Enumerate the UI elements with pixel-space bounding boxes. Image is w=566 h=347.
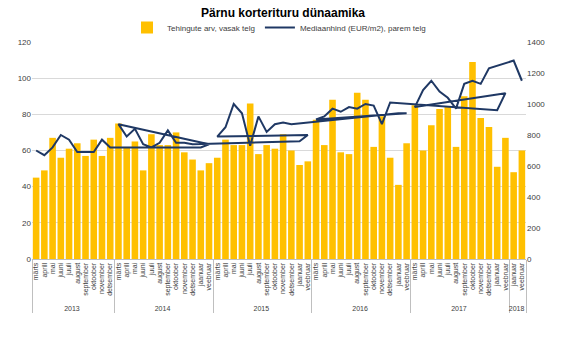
svg-text:august: august xyxy=(255,263,263,284)
svg-text:august: august xyxy=(156,263,164,284)
svg-text:2016: 2016 xyxy=(352,305,368,312)
svg-text:1000: 1000 xyxy=(527,100,545,109)
svg-text:detsember: detsember xyxy=(485,262,492,296)
svg-text:600: 600 xyxy=(527,162,541,171)
svg-text:120: 120 xyxy=(18,38,32,47)
svg-text:2015: 2015 xyxy=(254,305,270,312)
svg-text:september: september xyxy=(263,262,271,296)
svg-text:mai: mai xyxy=(329,262,336,274)
svg-text:1400: 1400 xyxy=(527,38,545,47)
svg-text:juuli: juuli xyxy=(345,262,353,276)
svg-text:jaanuar: jaanuar xyxy=(296,262,304,287)
svg-text:Tehingute arv, vasak telg: Tehingute arv, vasak telg xyxy=(167,24,255,33)
svg-text:jaanuar: jaanuar xyxy=(510,262,518,287)
svg-text:november: november xyxy=(279,262,286,294)
svg-text:200: 200 xyxy=(527,224,541,233)
svg-text:aprill: aprill xyxy=(123,262,131,277)
svg-text:800: 800 xyxy=(527,131,541,140)
svg-text:aprill: aprill xyxy=(419,262,427,277)
svg-text:Pärnu korterituru dünaamika: Pärnu korterituru dünaamika xyxy=(201,6,365,20)
svg-text:aprill: aprill xyxy=(321,262,329,277)
svg-text:november: november xyxy=(477,262,484,294)
svg-text:september: september xyxy=(461,262,469,296)
svg-text:jaanuar: jaanuar xyxy=(395,262,403,287)
svg-text:juuli: juuli xyxy=(246,262,254,276)
svg-text:märts: märts xyxy=(214,262,221,280)
svg-text:mai: mai xyxy=(49,262,56,274)
svg-text:60: 60 xyxy=(22,146,31,155)
svg-text:märts: märts xyxy=(32,262,39,280)
svg-text:jaanuar: jaanuar xyxy=(197,262,205,287)
svg-text:100: 100 xyxy=(18,74,32,83)
svg-text:2017: 2017 xyxy=(451,305,467,312)
svg-text:mai: mai xyxy=(230,262,237,274)
svg-text:juuli: juuli xyxy=(148,262,156,276)
svg-text:juuni: juuni xyxy=(139,262,147,278)
svg-text:juuni: juuni xyxy=(436,262,444,278)
svg-text:Mediaanhind (EUR/m2), parem te: Mediaanhind (EUR/m2), parem telg xyxy=(300,24,426,33)
svg-text:detsember: detsember xyxy=(106,262,113,296)
svg-text:november: november xyxy=(181,262,188,294)
svg-text:80: 80 xyxy=(22,110,31,119)
svg-text:detsember: detsember xyxy=(288,262,295,296)
svg-text:juuli: juuli xyxy=(444,262,452,276)
svg-text:oktoober: oktoober xyxy=(271,262,278,290)
svg-text:detsember: detsember xyxy=(189,262,196,296)
svg-text:1200: 1200 xyxy=(527,69,545,78)
svg-text:august: august xyxy=(452,263,460,284)
svg-text:0: 0 xyxy=(527,255,532,264)
svg-text:august: august xyxy=(74,263,82,284)
svg-text:märts: märts xyxy=(115,262,122,280)
svg-text:september: september xyxy=(362,262,370,296)
svg-text:veebruar: veebruar xyxy=(403,262,410,290)
svg-text:september: september xyxy=(82,262,90,296)
svg-text:märts: märts xyxy=(411,262,418,280)
svg-text:mai: mai xyxy=(428,262,435,274)
svg-text:august: august xyxy=(353,263,361,284)
svg-text:aprill: aprill xyxy=(41,262,49,277)
svg-text:oktoober: oktoober xyxy=(370,262,377,290)
svg-text:40: 40 xyxy=(22,182,31,191)
svg-text:2013: 2013 xyxy=(64,305,80,312)
svg-text:juuni: juuni xyxy=(57,262,65,278)
svg-text:aprill: aprill xyxy=(222,262,230,277)
svg-text:veebruar: veebruar xyxy=(304,262,311,290)
svg-text:september: september xyxy=(164,262,172,296)
svg-text:juuli: juuli xyxy=(65,262,73,276)
svg-text:detsember: detsember xyxy=(386,262,393,296)
svg-text:mai: mai xyxy=(131,262,138,274)
svg-text:veebruar: veebruar xyxy=(205,262,212,290)
svg-text:juuni: juuni xyxy=(238,262,246,278)
svg-text:20: 20 xyxy=(22,219,31,228)
svg-text:märts: märts xyxy=(312,262,319,280)
svg-text:400: 400 xyxy=(527,193,541,202)
svg-text:veebruar: veebruar xyxy=(502,262,509,290)
svg-text:oktoober: oktoober xyxy=(172,262,179,290)
svg-text:juuni: juuni xyxy=(337,262,345,278)
svg-text:veebruar: veebruar xyxy=(518,262,525,290)
svg-text:november: november xyxy=(98,262,105,294)
svg-text:oktoober: oktoober xyxy=(469,262,476,290)
svg-text:november: november xyxy=(378,262,385,294)
svg-text:jaanuar: jaanuar xyxy=(493,262,501,287)
svg-text:2018: 2018 xyxy=(509,305,525,312)
svg-text:oktoober: oktoober xyxy=(90,262,97,290)
svg-text:2014: 2014 xyxy=(155,305,171,312)
svg-text:0: 0 xyxy=(27,255,32,264)
